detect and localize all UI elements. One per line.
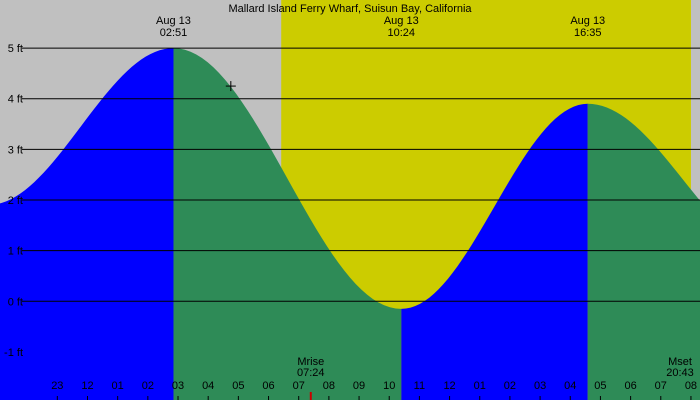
extreme-time-label: 10:24 (388, 27, 416, 39)
x-tick-label: 05 (594, 380, 606, 392)
extreme-date-label: Aug 13 (156, 15, 191, 27)
x-tick-label: 12 (81, 380, 93, 392)
x-tick-label: 08 (685, 380, 697, 392)
rising-tide-area-2 (401, 103, 588, 400)
current-position-marker (225, 81, 236, 92)
x-tick-label: 11 (414, 380, 425, 392)
extreme-date-label: Aug 13 (384, 15, 419, 27)
x-tick-label: 03 (172, 380, 184, 392)
y-tick-label: 4 ft (8, 94, 23, 106)
moon-event-label: Mrise (297, 356, 324, 368)
y-tick-label: 5 ft (8, 43, 23, 55)
height-gridlines (22, 47, 700, 302)
x-tick-label: 04 (564, 380, 576, 392)
moon-event-time: 20:43 (666, 367, 694, 379)
y-tick-label: 1 ft (8, 246, 23, 258)
x-tick-label: 03 (534, 380, 546, 392)
rising-tide-area-0 (0, 48, 174, 400)
x-tick-labels: 23 12 01 02 03 04 05 06 07 08 09 10 11 12 01 02 03 04 05 06… (51, 380, 697, 400)
falling-tide-area-1 (173, 48, 402, 400)
moon-event-label: Mset (668, 356, 692, 368)
x-tick-label: 02 (504, 380, 516, 392)
x-tick-label: 12 (443, 380, 455, 392)
extreme-time-label: 16:35 (574, 27, 602, 39)
y-tick-labels: 5 ft 4 ft 3 ft 2 ft 1 ft 0 ft -1 ft (4, 43, 23, 359)
y-tick-label: -1 ft (4, 347, 23, 359)
x-tick-label: 02 (142, 380, 154, 392)
x-tick-label: 07 (293, 380, 305, 392)
y-tick-label: 2 ft (8, 195, 23, 207)
tide-areas (0, 48, 700, 400)
x-tick-label: 05 (232, 380, 244, 392)
x-tick-label: 06 (262, 380, 274, 392)
x-tick-label: 06 (624, 380, 636, 392)
x-tick-label: 10 (383, 380, 395, 392)
chart-title: Mallard Island Ferry Wharf, Suisun Bay, … (228, 3, 472, 15)
moon-event-time: 07:24 (297, 367, 325, 379)
x-tick-label: 23 (51, 380, 63, 392)
falling-tide-area-3 (587, 103, 700, 400)
x-tick-label: 08 (323, 380, 335, 392)
x-tick-label: 01 (474, 380, 486, 392)
extreme-date-label: Aug 13 (570, 15, 605, 27)
y-tick-label: 0 ft (8, 296, 23, 308)
x-tick-label: 04 (202, 380, 214, 392)
y-tick-label: 3 ft (8, 144, 23, 156)
extreme-time-label: 02:51 (160, 27, 188, 39)
x-tick-label: 09 (353, 380, 365, 392)
x-tick-label: 07 (655, 380, 667, 392)
x-tick-label: 01 (112, 380, 124, 392)
